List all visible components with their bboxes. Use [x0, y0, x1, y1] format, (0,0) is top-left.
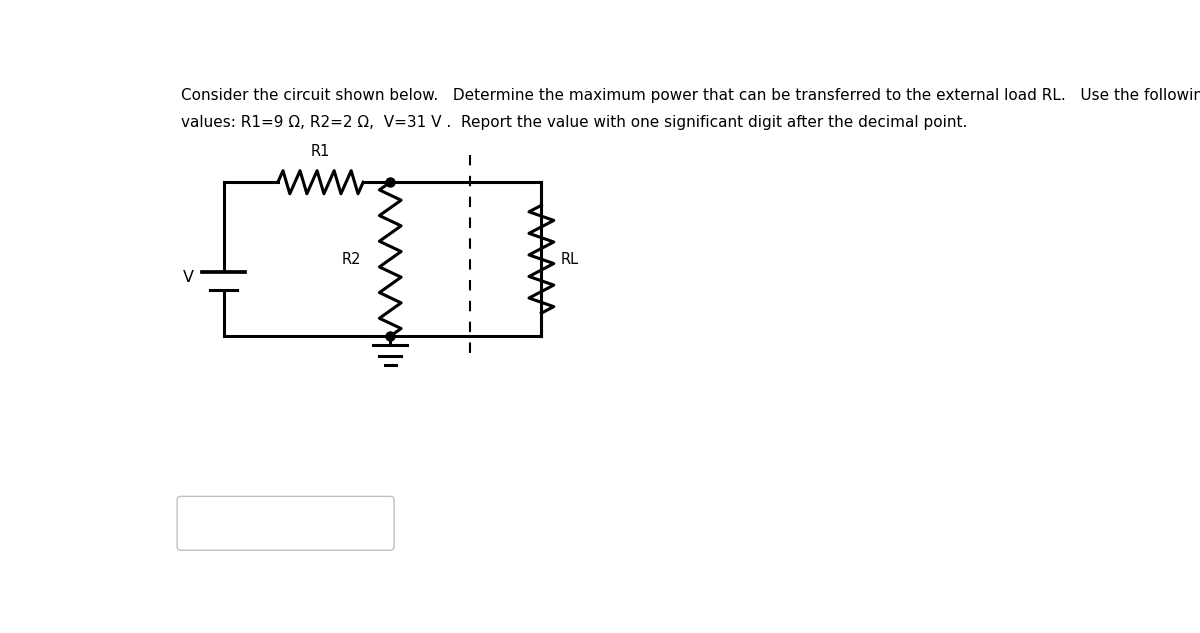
Text: V: V: [184, 270, 194, 285]
Text: R2: R2: [341, 252, 361, 266]
Text: values: R1=9 Ω, R2=2 Ω,  V=31 V .  Report the value with one significant digit a: values: R1=9 Ω, R2=2 Ω, V=31 V . Report …: [181, 115, 967, 130]
Text: R1: R1: [311, 144, 330, 159]
Text: RL: RL: [560, 252, 578, 266]
FancyBboxPatch shape: [178, 496, 394, 550]
Text: Consider the circuit shown below.   Determine the maximum power that can be tran: Consider the circuit shown below. Determ…: [181, 87, 1200, 103]
